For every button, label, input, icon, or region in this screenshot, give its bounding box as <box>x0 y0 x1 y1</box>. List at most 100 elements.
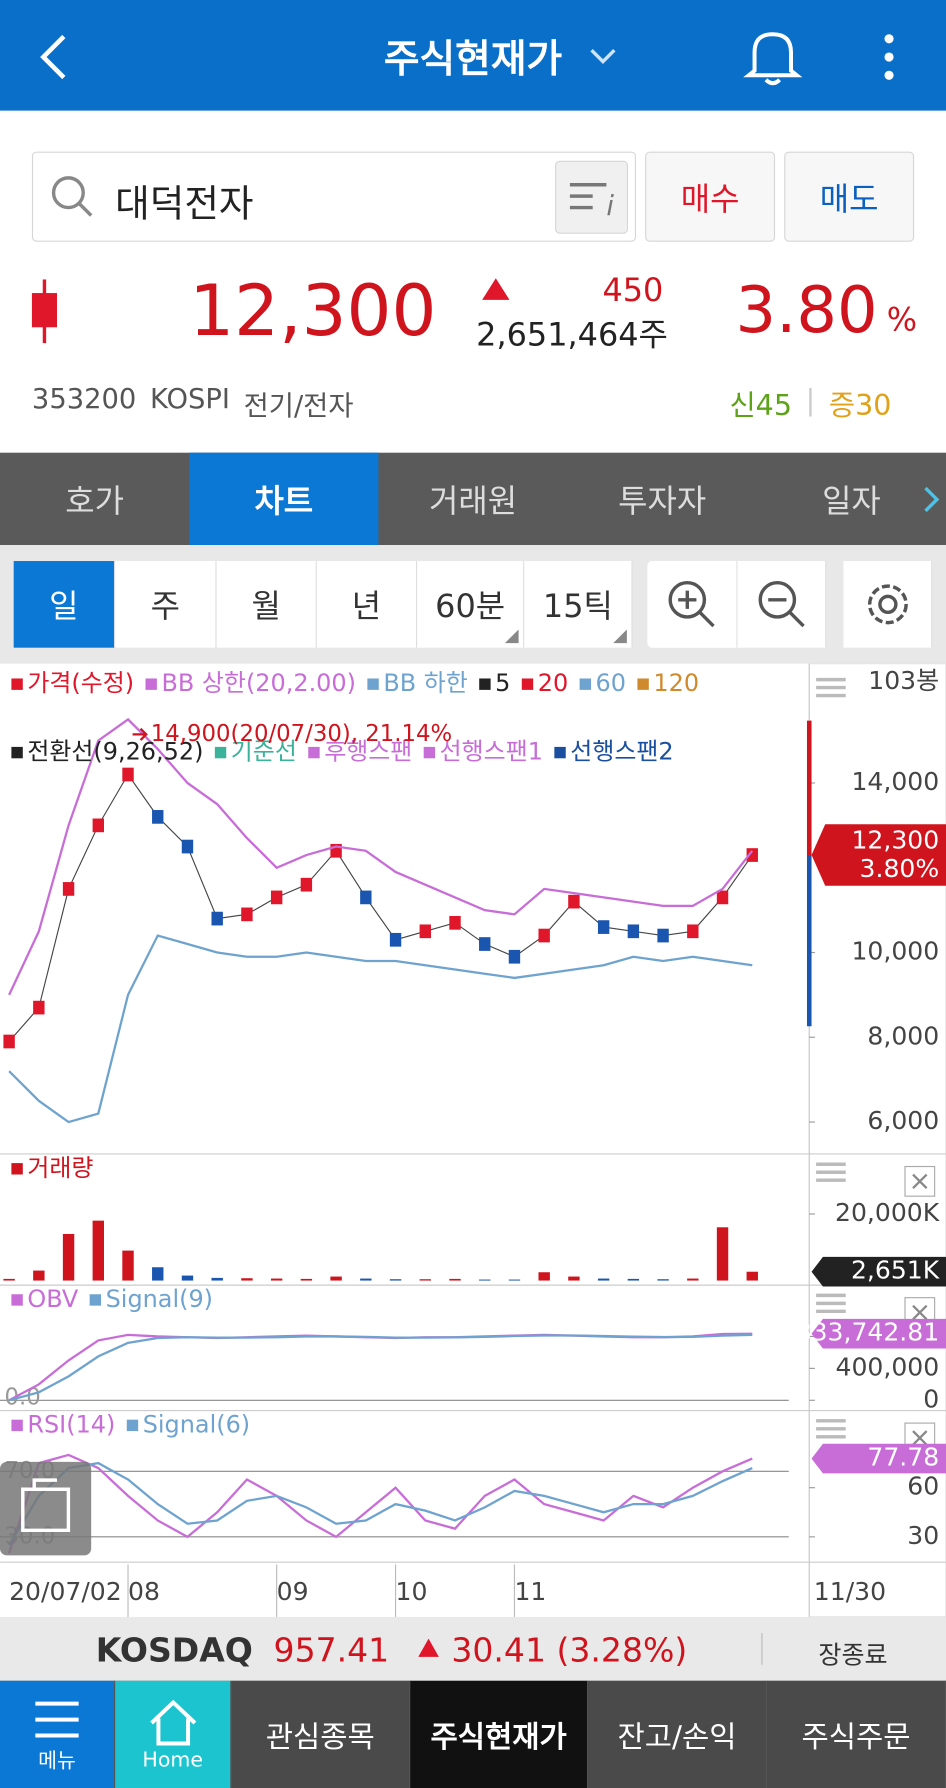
tab[interactable]: 거래원 <box>428 481 518 520</box>
search-box[interactable]: 대덕전자 i <box>31 151 637 242</box>
list-button[interactable]: i <box>555 160 629 234</box>
bottom-nav: 메뉴 Home 관심종목 주식현재가 잔고/손익 주식주문 <box>0 1680 946 1788</box>
volume-bar <box>568 1276 580 1281</box>
period-button[interactable]: 월 <box>216 561 317 648</box>
index-change: 30.41 (3.28%) <box>451 1630 688 1670</box>
corner <box>504 629 519 644</box>
panel-handle <box>816 1419 846 1439</box>
tab[interactable]: 호가 <box>65 481 124 520</box>
bar-count: 103봉 <box>868 666 939 695</box>
last-value: 12,300 <box>851 825 939 854</box>
last-value-badge <box>811 824 946 886</box>
nav-item[interactable]: 관심종목 <box>231 1680 411 1788</box>
candle <box>746 848 758 862</box>
rate-unit: % <box>886 301 918 339</box>
back-button[interactable] <box>34 32 73 82</box>
volume-bar <box>627 1278 640 1281</box>
zoom-in[interactable] <box>647 561 738 648</box>
search-icon <box>51 176 93 217</box>
header-title[interactable]: 주식현재가 <box>383 36 563 83</box>
panel-handle <box>816 1162 846 1182</box>
tab-bar: 호가 차트 거래원 투자자 일자 <box>0 452 946 546</box>
legend-swatch <box>521 678 534 690</box>
period-button[interactable]: 일 <box>13 561 116 648</box>
zoom-out[interactable] <box>737 561 827 648</box>
candle <box>627 924 640 939</box>
period-button[interactable]: 15틱 <box>524 561 633 648</box>
x-tick-label: 10 <box>396 1577 428 1606</box>
tab[interactable]: 일자 <box>822 481 881 520</box>
settings[interactable] <box>843 561 933 648</box>
last-value: 77.78 <box>867 1443 939 1472</box>
volume-bar <box>746 1271 758 1281</box>
volume-bar <box>687 1278 699 1281</box>
float-button[interactable] <box>0 1461 92 1556</box>
tab-more[interactable] <box>921 483 942 515</box>
market-status: 장종료 <box>818 1642 888 1671</box>
volume-bar <box>716 1227 729 1281</box>
period-button[interactable]: 년 <box>316 561 418 648</box>
dropdown-icon[interactable] <box>588 46 618 69</box>
y-tick-label: 400,000 <box>835 1352 939 1381</box>
last-value-badge <box>811 1443 946 1474</box>
last-rate: 3.80% <box>860 854 940 883</box>
candle <box>122 767 134 782</box>
legend-swatch <box>637 678 649 690</box>
nav-icon <box>35 1701 79 1738</box>
y-tick-label: 8,000 <box>867 1021 939 1050</box>
legend-swatch <box>89 1294 102 1306</box>
sell-button[interactable]: 매도 <box>784 151 915 242</box>
series-line <box>8 717 754 996</box>
last-value: 2,651K <box>851 1256 940 1285</box>
close-icon <box>912 1304 928 1321</box>
period-button[interactable]: 주 <box>115 561 217 648</box>
series-line <box>8 934 753 1124</box>
corner <box>613 629 627 644</box>
stock-code: 353200 <box>31 383 137 416</box>
tab[interactable]: 차트 <box>189 452 379 546</box>
legend-swatch <box>479 678 491 690</box>
legend-label: 20 <box>538 669 568 697</box>
candle <box>330 843 342 858</box>
candle <box>270 890 283 905</box>
more-icon[interactable] <box>878 32 901 82</box>
tab[interactable]: 투자자 <box>618 481 707 520</box>
volume-bar <box>538 1272 550 1281</box>
bell-icon[interactable] <box>743 25 803 87</box>
sector: 전기/전자 <box>243 389 354 422</box>
volume-bar <box>300 1278 313 1281</box>
period-button[interactable]: 60분 <box>417 561 525 648</box>
legend-swatch <box>11 1163 23 1175</box>
volume-bar <box>597 1278 610 1281</box>
legend-label: 5 <box>495 669 510 697</box>
nav-label: Home <box>142 1747 203 1772</box>
x-tick-label: 09 <box>277 1577 309 1606</box>
nav-item[interactable]: 주식현재가 <box>410 1680 589 1788</box>
period-bar: 일 주 월 년 60분 15틱 <box>0 545 946 664</box>
index-name: KOSDAQ <box>95 1630 253 1670</box>
nav-item[interactable]: 잔고/손익 <box>588 1680 768 1788</box>
x-tick-label: 08 <box>128 1577 160 1606</box>
legend-label: 거래량 <box>27 1154 93 1182</box>
last-value-badge <box>811 1256 946 1287</box>
candle <box>449 915 461 930</box>
up-triangle <box>418 1638 439 1657</box>
nav-item[interactable]: Home <box>115 1680 232 1788</box>
legend-label: 120 <box>653 669 699 697</box>
legend-label: 전환선(9,26,52) <box>27 738 203 766</box>
series-line <box>8 1333 753 1402</box>
buy-button[interactable]: 매수 <box>645 151 776 242</box>
volume-bar <box>33 1270 45 1281</box>
candle <box>716 890 729 905</box>
legend-label: OBV <box>27 1285 79 1313</box>
max-annotation: 14,900(20/07/30), 21.14% <box>151 721 452 747</box>
volume-bar <box>479 1279 491 1281</box>
legend-label: 60 <box>596 669 626 697</box>
y-tick-label: 30 <box>907 1521 939 1550</box>
divider <box>761 1632 763 1665</box>
nav-item[interactable]: 메뉴 <box>0 1680 116 1788</box>
candle <box>657 928 669 943</box>
nav-item[interactable]: 주식주문 <box>767 1680 946 1788</box>
candle <box>568 894 580 909</box>
